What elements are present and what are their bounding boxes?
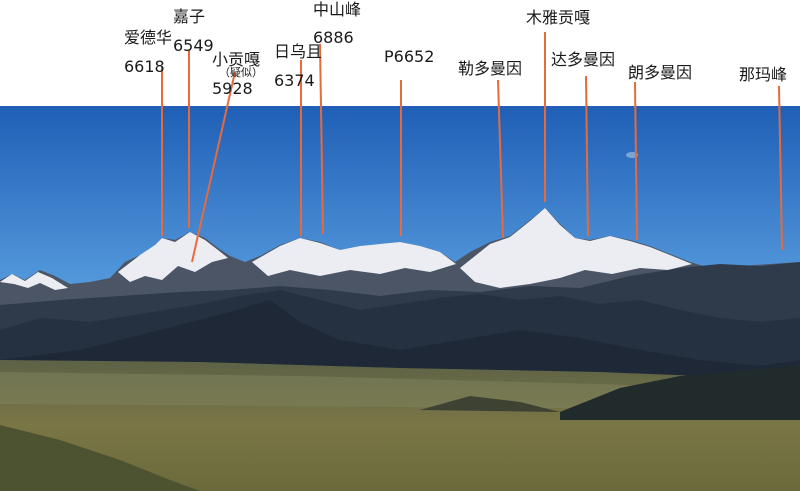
label-xiaogongga-note: （疑似） [219, 66, 263, 79]
right-dark-mound [560, 366, 800, 420]
label-xiaogongga-name: 小贡嘎 [212, 50, 261, 69]
label-daduomanyin-name: 达多曼因 [551, 50, 616, 69]
label-xiaogongga-elevation: 5928 [212, 79, 253, 98]
label-jiazi-elevation: 6549 [173, 36, 214, 55]
label-muyagongga-name: 木雅贡嘎 [526, 8, 591, 27]
left-foreground-slope [0, 425, 200, 491]
label-namafeng-name: 那玛峰 [739, 65, 788, 84]
label-aidehua-name: 爱德华 [124, 28, 173, 47]
label-langduomanyin-name: 朗多曼因 [628, 63, 693, 82]
leader-line-zhongshanfeng [319, 43, 324, 235]
label-p6652-name: P6652 [384, 47, 435, 66]
label-leduomanyin-name: 勒多曼因 [458, 59, 523, 78]
middle-mound [420, 396, 560, 412]
label-zhongshanfeng-elevation: 6886 [313, 28, 354, 47]
leader-line-langduomanyin [634, 81, 638, 241]
leader-line-namafeng [778, 85, 783, 251]
leader-lines [161, 32, 783, 263]
leader-line-daduomanyin [585, 75, 589, 237]
label-riwuqie-name: 日乌且 [274, 42, 323, 61]
leader-line-xiaogongga [191, 71, 236, 263]
label-zhongshanfeng-name: 中山峰 [313, 0, 362, 19]
leader-line-leduomanyin [497, 79, 504, 239]
snow-caps [0, 208, 692, 290]
label-riwuqie-elevation: 6374 [274, 71, 315, 90]
label-jiazi-name: 嘉子 [173, 7, 206, 26]
label-aidehua-elevation: 6618 [124, 57, 165, 76]
